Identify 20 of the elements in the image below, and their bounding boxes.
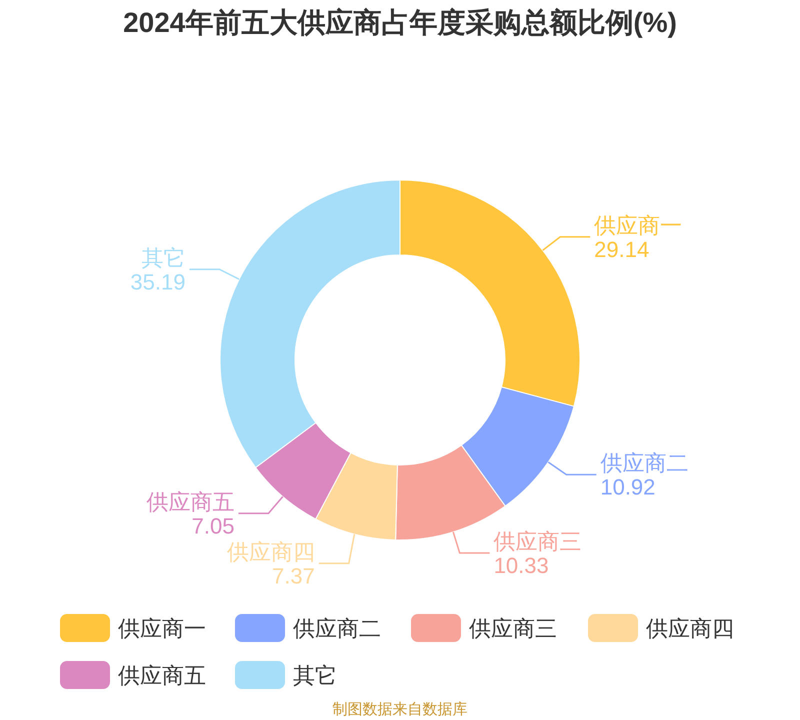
data-label: 7.05 xyxy=(192,513,234,538)
slice-label: 供应商二 xyxy=(600,450,688,476)
slice-label: 供应商一 xyxy=(594,212,682,238)
legend-label: 其它 xyxy=(293,663,337,688)
legend-label: 供应商三 xyxy=(469,616,557,641)
slice-label: 其它 xyxy=(141,245,186,270)
text: 制图数据来自数据库 xyxy=(332,701,468,718)
legend-label: 供应商四 xyxy=(646,616,734,641)
slice-label: 供应商四 xyxy=(226,539,315,564)
chart-title: 2024年前五大供应商占年度采购总额比例(%) xyxy=(123,7,677,38)
legend-label: 供应商二 xyxy=(293,616,381,641)
slice-label: 供应商三 xyxy=(494,528,582,554)
data-label: 10.33 xyxy=(494,552,549,578)
data-label: 35.19 xyxy=(130,269,186,294)
data-label: 10.92 xyxy=(600,474,656,500)
data-label: 7.37 xyxy=(272,563,315,588)
legend-label: 供应商一 xyxy=(118,616,206,641)
data-label: 29.14 xyxy=(594,236,650,262)
legend-label: 供应商五 xyxy=(118,663,206,688)
slice-label: 供应商五 xyxy=(146,489,234,514)
